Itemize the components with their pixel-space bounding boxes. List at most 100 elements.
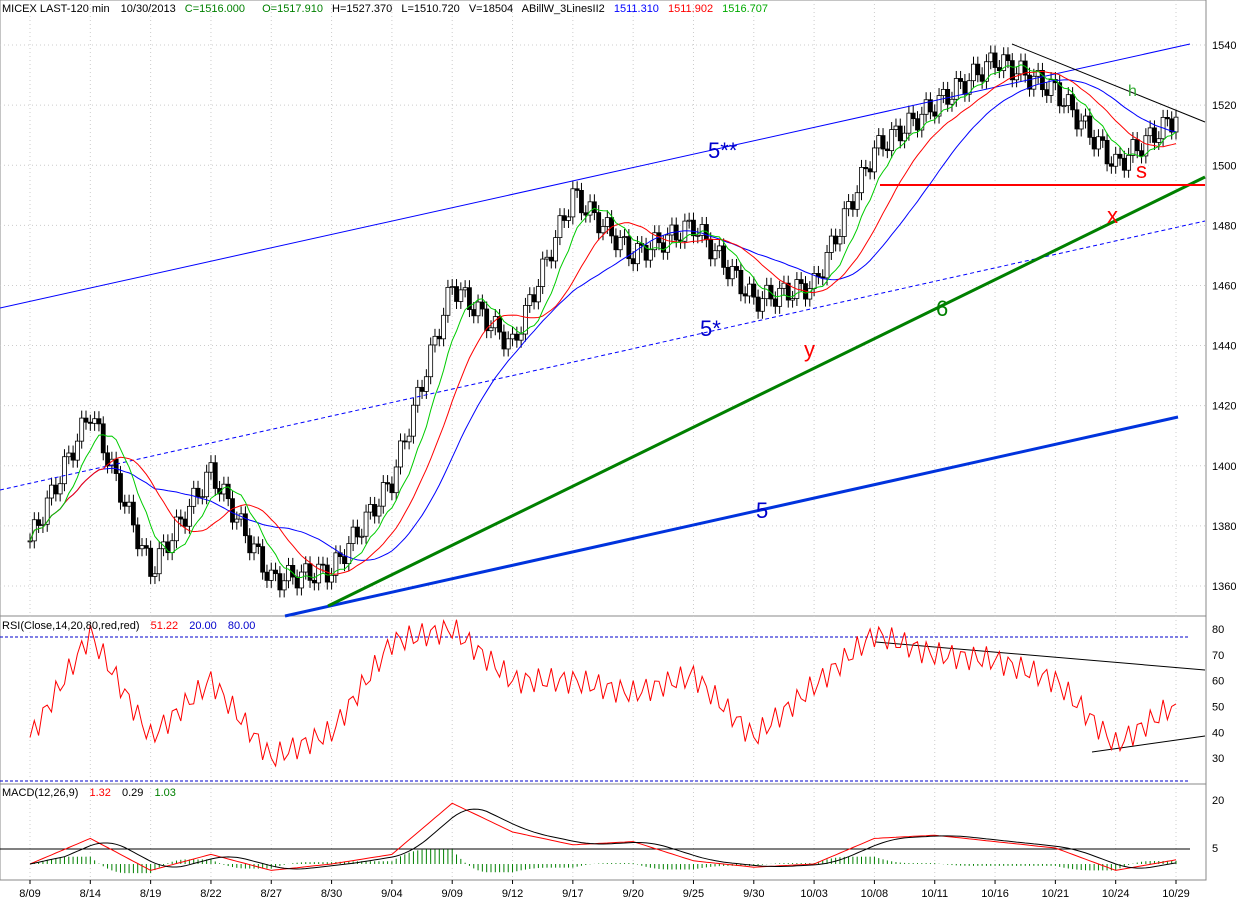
rsi-y-tick: 50 [1212,701,1224,713]
candle-body [928,99,933,113]
candle-body [910,112,916,120]
candle-body [139,545,145,550]
rsi-low: 20.00 [189,620,217,632]
candle-body [1143,135,1149,157]
candle-body [604,217,610,227]
ma-red-line [29,70,1177,575]
label-h: h [1128,83,1137,100]
header-ma-green: 1516.707 [722,3,768,15]
candle-body [1040,70,1045,91]
candle-body [712,250,718,260]
candle-body [225,483,231,500]
candle-body [510,333,515,340]
x-tick-label: 10/03 [800,888,828,900]
price-y-tick: 1360 [1212,581,1236,593]
candle-body [234,518,240,523]
candle-body [475,301,481,317]
upper-channel-line [0,43,1191,309]
candle-body [1061,105,1067,108]
candle-body [708,239,714,260]
candle-body [1048,79,1054,96]
rsi-trend-upper [875,641,1206,671]
candle-body [841,208,847,237]
candle-body [557,215,563,238]
candle-body [777,287,783,307]
price-y-tick: 1380 [1212,521,1236,533]
trendline-6 [327,175,1206,608]
candle-body [617,237,623,251]
candle-body [1134,139,1140,152]
candle-body [846,201,851,210]
candle-body [622,236,627,238]
candle-body [566,216,571,221]
candle-body [988,52,994,63]
candle-body [350,526,356,544]
candle-body [1074,109,1080,130]
candle-body [135,524,141,550]
candle-body [1117,153,1123,159]
candle-body [1139,150,1144,157]
x-tick-label: 8/27 [261,888,282,900]
candle-body [169,540,175,554]
candle-body [277,573,283,591]
candle-body [462,287,468,291]
candle-body [286,565,291,582]
candle-body [1044,89,1050,96]
candle-body [1108,163,1114,167]
candle-body [372,504,378,517]
candle-body [467,287,472,310]
candle-body [191,487,197,507]
candle-body [665,234,671,253]
macd-y-tick: 20 [1212,795,1224,807]
ma-blue-line [29,79,1177,561]
header-ma-blue: 1511.310 [614,3,659,15]
candle-body [729,266,735,280]
candle-body [902,132,907,142]
candle-body [1005,54,1011,61]
candle-body [346,543,352,565]
candle-body [70,452,76,461]
candle-body [92,418,98,424]
x-tick-label: 9/25 [683,888,704,900]
candle-body [1130,139,1136,156]
candle-body [591,201,597,214]
candle-body [734,266,739,271]
candle-body [126,501,132,507]
candle-body [936,95,942,117]
candle-body [299,571,304,589]
candle-body [148,547,154,577]
candle-body [333,552,339,576]
candle-body [1104,140,1110,165]
candle-body [535,286,541,303]
candle-body [747,283,752,297]
candle-body [449,286,455,288]
rsi-series [0,618,1206,782]
candle-body [423,376,429,392]
candle-body [523,305,528,335]
candle-body [768,284,774,300]
candle-body [260,546,266,573]
macd-label: MACD(12,26,9) [2,787,78,799]
x-tick-label: 9/20 [622,888,643,900]
candle-body [471,309,477,317]
candle-body [27,540,33,543]
rsi-high: 80.00 [228,620,256,632]
candle-body [307,563,313,581]
candle-body [760,298,765,312]
candle-body [1164,116,1170,120]
candle-body [454,286,459,302]
candle-body [798,279,804,285]
candle-body [570,188,576,218]
candle-body [738,269,744,295]
price-y-tick: 1480 [1212,220,1236,232]
candle-body [1018,60,1024,75]
candle-body [884,148,890,152]
candle-body [342,556,347,565]
x-tick-label: 8/19 [140,888,161,900]
label-5-star: 5* [700,316,721,341]
x-tick-label: 10/11 [921,888,948,900]
candle-body [1100,136,1106,141]
candle-body [824,252,830,279]
candle-body [208,462,214,473]
candle-body [915,118,920,131]
